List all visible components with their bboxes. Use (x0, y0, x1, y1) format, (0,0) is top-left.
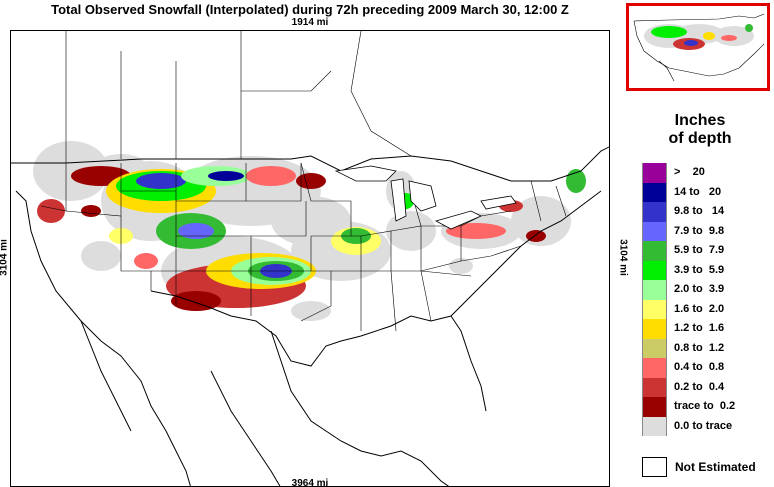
legend-title-line2: of depth (668, 130, 732, 147)
legend-swatch (642, 280, 667, 300)
legend-row: 9.8 to 14 (642, 202, 772, 222)
legend-row: 5.9 to 7.9 (642, 241, 772, 261)
legend-label: 2.0 to 3.9 (674, 283, 725, 295)
not-estimated-swatch (642, 457, 667, 477)
legend-swatch (642, 163, 667, 183)
legend-label: 9.8 to 14 (674, 205, 725, 217)
legend-row: 14 to 20 (642, 182, 772, 202)
great-lakes (334, 165, 517, 230)
state-boundaries (40, 162, 567, 332)
bottom-distance-label: 3964 mi (291, 478, 329, 487)
legend-row: > 20 (642, 163, 772, 183)
legend-label: 5.9 to 7.9 (674, 244, 725, 256)
legend-swatch (642, 260, 667, 280)
legend-swatch (642, 338, 667, 358)
overview-inset-svg (633, 13, 765, 82)
legend-label: 1.6 to 2.0 (674, 302, 725, 315)
legend-row: trace to 0.2 (642, 397, 772, 417)
map-title: Total Observed Snowfall (Interpolated) d… (51, 2, 569, 17)
legend-swatch (642, 241, 667, 261)
overview-inset-map[interactable] (626, 3, 770, 91)
legend-swatch (642, 377, 667, 397)
not-estimated-label: Not Estimated (675, 460, 756, 474)
legend-swatch (642, 319, 667, 339)
legend-row: 0.8 to 1.2 (642, 338, 772, 358)
legend-label: 14 to 20 (674, 185, 722, 198)
right-distance-label: 3104 mi (617, 239, 629, 276)
legend-label: 1.2 to 1.6 (674, 322, 725, 334)
snowfall-map[interactable] (10, 30, 610, 487)
legend-label: > 20 (674, 166, 705, 178)
legend-swatch (642, 182, 667, 202)
legend-label: 0.8 to 1.2 (674, 341, 725, 354)
legend-label: 0.0 to trace (674, 419, 733, 432)
legend-row: 3.9 to 5.9 (642, 260, 772, 280)
legend-label: 0.2 to 0.4 (674, 380, 725, 393)
left-distance-label: 3104 mi (0, 239, 10, 276)
legend-title-line1: Inches (674, 112, 726, 129)
legend-swatch (642, 202, 667, 222)
legend-swatch (642, 397, 667, 417)
legend-row: 7.9 to 9.8 (642, 221, 772, 241)
legend-swatch (642, 358, 667, 378)
legend-row: 0.0 to trace (642, 416, 772, 436)
legend-swatch (642, 416, 667, 436)
legend-label: 3.9 to 5.9 (674, 263, 725, 276)
legend-label: 7.9 to 9.8 (674, 224, 725, 237)
legend-swatch (642, 221, 667, 241)
legend-label: trace to 0.2 (674, 400, 736, 412)
legend-swatch (642, 299, 667, 319)
snowfall-map-svg (11, 31, 609, 486)
color-legend: > 20 14 to 20 9.8 to 14 7.9 to 9.8 5.9 to 7.… (642, 163, 772, 436)
legend-row: 0.2 to 0.4 (642, 377, 772, 397)
legend-row: 2.0 to 3.9 (642, 280, 772, 300)
legend-row: 0.4 to 0.8 (642, 358, 772, 378)
legend-label: 0.4 to 0.8 (674, 361, 725, 373)
legend-row: 1.6 to 2.0 (642, 299, 772, 319)
top-distance-label: 1914 mi (291, 17, 329, 28)
not-estimated-legend: Not Estimated (642, 457, 772, 477)
legend-row: 1.2 to 1.6 (642, 319, 772, 339)
canada-boundaries (65, 31, 412, 163)
legend-title: Inches of depth (640, 112, 760, 148)
